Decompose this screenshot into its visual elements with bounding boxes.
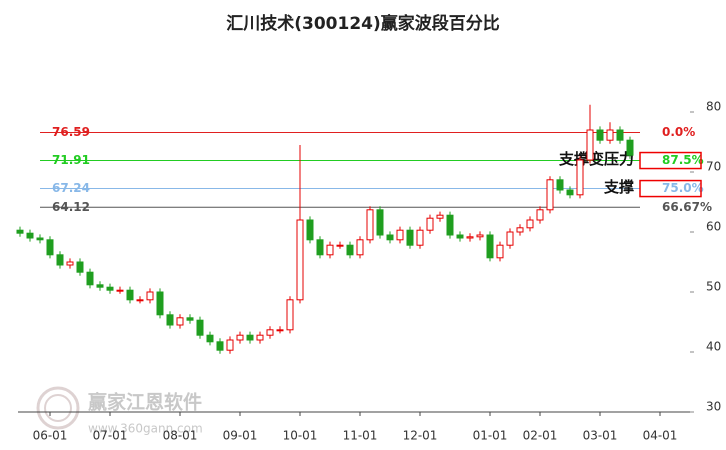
candle-body (96, 284, 104, 288)
candle-body (166, 314, 174, 326)
y-tick-label: 40 (706, 340, 721, 354)
candle-body (456, 234, 464, 239)
candle-body (346, 244, 354, 256)
candle-body (586, 129, 594, 161)
candle-body (56, 254, 64, 266)
candle-body (186, 317, 194, 321)
candle-body (446, 214, 454, 236)
watermark-logo (44, 394, 72, 422)
chart-title: 汇川技术(300124)赢家波段百分比 (226, 13, 500, 34)
candle-body (316, 239, 324, 256)
level-percent: 66.67% (662, 200, 712, 214)
candle-body (436, 214, 444, 219)
candle-body (356, 239, 364, 256)
candle-body (466, 236, 474, 239)
candle-body (76, 261, 84, 273)
candle-body (216, 341, 224, 351)
candle-body (306, 219, 314, 241)
x-tick-label: 04-01 (643, 429, 678, 443)
candle-body (106, 286, 114, 291)
candle-body (386, 234, 394, 241)
candle-body (86, 271, 94, 286)
level-value: 67.24 (52, 181, 90, 195)
candle-body (36, 237, 44, 241)
candle-body (426, 217, 434, 231)
candle-body (406, 229, 414, 246)
level-note: 支撑 (603, 178, 634, 196)
candle-body (136, 299, 144, 302)
candle-body (126, 289, 134, 301)
candle-body (236, 334, 244, 341)
candle-body (26, 232, 34, 239)
candle-body (206, 334, 214, 343)
candle-body (246, 334, 254, 341)
candle-body (416, 229, 424, 246)
candle-body (566, 189, 574, 196)
candle-body (576, 159, 584, 196)
candle-body (196, 319, 204, 336)
candle-body (176, 317, 184, 326)
x-tick-label: 09-01 (223, 429, 258, 443)
candle-body (16, 229, 24, 234)
y-tick-label: 60 (706, 220, 721, 234)
candle-body (326, 244, 334, 256)
candle-body (396, 229, 404, 241)
candle-body (526, 219, 534, 229)
watermark-url: www.360gann.com (88, 422, 203, 436)
watermark-text: 赢家江恩软件 (88, 391, 202, 414)
level-note: 支撑变压力 (558, 150, 634, 168)
candle-body (506, 231, 514, 246)
x-tick-label: 08-01 (163, 429, 198, 443)
level-value: 71.91 (52, 153, 90, 167)
candle-body (536, 209, 544, 221)
level-percent: 75.0% (662, 181, 704, 195)
candle-body (606, 129, 614, 141)
candle-body (616, 129, 624, 141)
candle-body (546, 179, 554, 211)
level-value: 76.59 (52, 125, 90, 139)
x-tick-label: 07-01 (93, 429, 128, 443)
candle-body (116, 289, 124, 292)
candle-body (296, 219, 304, 301)
x-tick-label: 12-01 (403, 429, 438, 443)
x-tick-label: 10-01 (283, 429, 318, 443)
level-box (639, 151, 702, 170)
candle-body (156, 291, 164, 316)
candle-body (46, 239, 54, 256)
y-tick-label: 80 (706, 100, 721, 114)
y-tick-label: 70 (706, 160, 721, 174)
candle-body (336, 244, 344, 247)
candle-body (486, 234, 494, 259)
x-tick-label: 03-01 (583, 429, 618, 443)
candle-body (476, 234, 484, 238)
candle-body (376, 209, 384, 236)
candle-body (496, 244, 504, 259)
candle-body (516, 227, 524, 233)
level-value: 64.12 (52, 200, 90, 214)
candle-body (276, 329, 284, 332)
watermark (36, 386, 80, 430)
watermark-logo (36, 386, 80, 430)
candle-body (596, 129, 604, 141)
candle-body (66, 261, 74, 266)
x-tick-label: 02-01 (523, 429, 558, 443)
x-tick-label: 06-01 (33, 429, 68, 443)
level-box (639, 179, 702, 198)
y-tick-label: 50 (706, 280, 721, 294)
candle-body (226, 339, 234, 351)
candle-body (266, 329, 274, 336)
level-percent: 87.5% (662, 153, 704, 167)
x-tick-label: 01-01 (473, 429, 508, 443)
y-tick-label: 30 (706, 400, 721, 414)
candle-body (286, 299, 294, 331)
candle-body (626, 139, 634, 156)
candle-body (256, 334, 264, 341)
candle-body (146, 291, 154, 301)
x-tick-label: 11-01 (343, 429, 378, 443)
candle-body (556, 179, 564, 191)
candle-body (366, 209, 374, 241)
level-percent: 0.0% (662, 125, 695, 139)
